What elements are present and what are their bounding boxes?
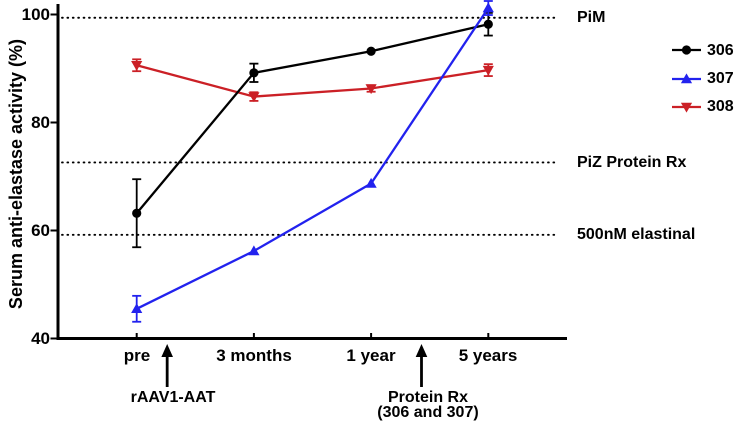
annotation-line: rAAV1-AAT	[130, 389, 216, 406]
data-point-306	[249, 68, 259, 78]
annotation-protein-rx: Protein Rx (306 and 307)	[343, 389, 513, 421]
annotation-raav1-aat: rAAV1-AAT	[88, 389, 258, 406]
y-tick-label-100: 100	[21, 5, 50, 24]
data-point-308	[365, 84, 377, 95]
series-line-307	[136, 7, 490, 310]
data-point-308	[482, 65, 494, 76]
data-point-307	[131, 303, 143, 313]
data-point-306	[366, 46, 376, 56]
ref-label-piz: PiZ Protein Rx	[577, 154, 687, 171]
ref-label-pim: PiM	[577, 9, 606, 26]
annotation-line: (306 and 307)	[377, 403, 479, 421]
ref-label-elastinal: 500nM elastinal	[577, 226, 696, 243]
data-point-307	[482, 2, 494, 13]
data-point-306	[483, 19, 493, 29]
legend-marker-307	[680, 73, 693, 84]
legend-label-308: 308	[707, 98, 734, 115]
x-category-5years: 5 years	[458, 346, 518, 365]
y-tick-label-40: 40	[31, 329, 50, 348]
y-tick-label-60: 60	[31, 221, 50, 240]
legend-marker-306	[681, 45, 692, 55]
x-category-1year: 1 year	[346, 346, 396, 365]
legend-label-307: 307	[707, 70, 734, 87]
x-category-pre: pre	[123, 346, 151, 365]
annotation-line: Protein Rx	[387, 389, 468, 406]
data-point-308	[131, 61, 143, 71]
legend-marker-308	[680, 102, 693, 113]
series-line-306	[135, 23, 489, 214]
data-point-307	[248, 245, 260, 256]
y-axis-title: Serum anti-elastase activity (%)	[6, 38, 26, 310]
annotation-arrow-head	[415, 344, 428, 357]
data-point-307	[365, 177, 377, 188]
series-line-308	[136, 64, 489, 98]
legend-label-306: 306	[707, 42, 734, 59]
data-point-308	[248, 92, 260, 103]
x-category-3months: 3 months	[216, 346, 292, 365]
annotation-arrow-head	[161, 344, 173, 357]
y-tick-label-80: 80	[31, 113, 50, 132]
data-point-306	[132, 208, 142, 218]
